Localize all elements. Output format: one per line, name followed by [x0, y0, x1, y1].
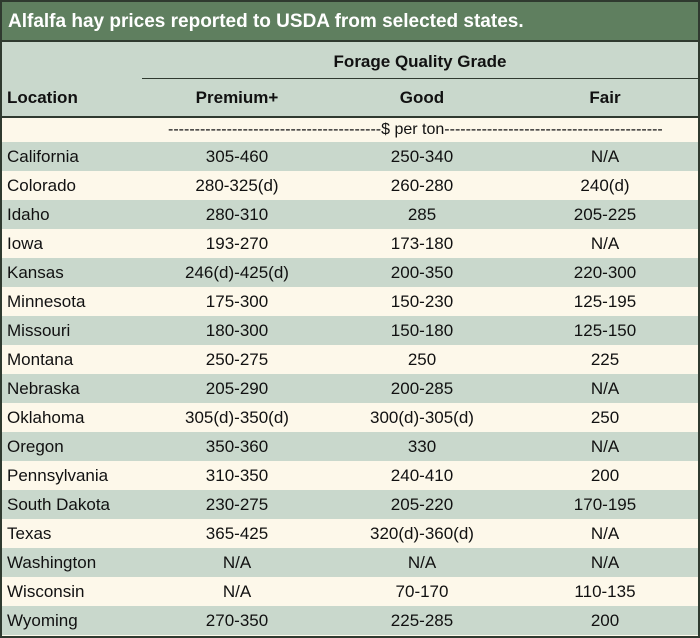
fair-cell: 225 — [590, 350, 620, 369]
good-cell: 250 — [407, 350, 437, 369]
fair-header: Fair — [589, 88, 621, 107]
fair-cell: 250 — [590, 408, 620, 427]
premium-cell: 205-290 — [205, 379, 269, 398]
unit-row: ----------------------------------------… — [2, 118, 698, 142]
fair-cell: 125-195 — [573, 292, 637, 311]
good-cell: 330 — [407, 437, 437, 456]
table-row: Oklahoma 305(d)-350(d) 300(d)-305(d) 250 — [2, 403, 698, 432]
fair-cell: N/A — [590, 234, 620, 253]
good-cell: 200-350 — [390, 263, 454, 282]
location-cell: Colorado — [7, 176, 76, 195]
location-cell: Wisconsin — [7, 582, 85, 601]
fair-cell: N/A — [590, 437, 620, 456]
table-row: Idaho 280-310 285 205-225 — [2, 200, 698, 229]
good-cell: 205-220 — [390, 495, 454, 514]
table-row: Nebraska 205-290 200-285 N/A — [2, 374, 698, 403]
table-row: Iowa 193-270 173-180 N/A — [2, 229, 698, 258]
good-cell: 225-285 — [390, 611, 454, 630]
good-cell: 240-410 — [390, 466, 454, 485]
premium-cell: 365-425 — [205, 524, 269, 543]
good-cell: 320(d)-360(d) — [370, 524, 474, 543]
table-row: Colorado 280-325(d) 260-280 240(d) — [2, 171, 698, 200]
table-row: Kansas 246(d)-425(d) 200-350 220-300 — [2, 258, 698, 287]
table-row: California 305-460 250-340 N/A — [2, 142, 698, 171]
location-cell: Idaho — [7, 205, 50, 224]
location-cell: Minnesota — [7, 292, 86, 311]
location-cell: South Dakota — [7, 495, 111, 514]
good-cell: 70-170 — [395, 582, 449, 601]
good-cell: 173-180 — [390, 234, 454, 253]
table-header: Forage Quality Grade Location Premium+ G… — [2, 42, 698, 118]
group-header: Forage Quality Grade — [333, 52, 507, 71]
table-row: Missouri 180-300 150-180 125-150 — [2, 316, 698, 345]
table-row: Montana 250-275 250 225 — [2, 345, 698, 374]
fair-cell: N/A — [590, 379, 620, 398]
fair-cell: 110-135 — [574, 582, 636, 601]
good-cell: 250-340 — [390, 147, 454, 166]
fair-cell: N/A — [590, 524, 620, 543]
premium-cell: 270-350 — [205, 611, 269, 630]
fair-cell: N/A — [590, 147, 620, 166]
premium-cell: 230-275 — [205, 495, 269, 514]
premium-cell: 246(d)-425(d) — [185, 263, 289, 282]
good-cell: 150-230 — [390, 292, 454, 311]
group-divider — [142, 78, 698, 79]
premium-cell: 250-275 — [205, 350, 269, 369]
good-cell: 260-280 — [390, 176, 454, 195]
premium-header: Premium+ — [195, 88, 279, 107]
fair-cell: 200 — [590, 466, 620, 485]
fair-cell: 200 — [590, 611, 620, 630]
premium-cell: N/A — [222, 582, 252, 601]
table-row: Wyoming 270-350 225-285 200 — [2, 606, 698, 635]
premium-cell: 280-325(d) — [195, 176, 279, 195]
location-cell: Missouri — [7, 321, 71, 340]
fair-cell: N/A — [590, 553, 620, 572]
table-row: Washington N/A N/A N/A — [2, 548, 698, 577]
fair-cell: 220-300 — [573, 263, 637, 282]
good-cell: 200-285 — [390, 379, 454, 398]
table-row: Wisconsin N/A 70-170 110-135 — [2, 577, 698, 606]
location-cell: Pennsylvania — [7, 466, 109, 485]
good-cell: 300(d)-305(d) — [370, 408, 474, 427]
premium-cell: 305(d)-350(d) — [185, 408, 289, 427]
premium-cell: N/A — [222, 553, 252, 572]
location-header: Location — [7, 88, 78, 107]
table-row: Oregon 350-360 330 N/A — [2, 432, 698, 461]
premium-cell: 350-360 — [205, 437, 269, 456]
good-cell: 150-180 — [390, 321, 454, 340]
premium-cell: 310-350 — [205, 466, 269, 485]
fair-cell: 205-225 — [573, 205, 637, 224]
fair-cell: 170-195 — [573, 495, 637, 514]
good-cell: 285 — [407, 205, 437, 224]
location-cell: Texas — [7, 524, 52, 543]
good-header: Good — [399, 88, 445, 107]
table-row: Texas 365-425 320(d)-360(d) N/A — [2, 519, 698, 548]
location-cell: Kansas — [7, 263, 64, 282]
location-cell: Nebraska — [7, 379, 80, 398]
location-cell: Montana — [7, 350, 74, 369]
table-row: Minnesota 175-300 150-230 125-195 — [2, 287, 698, 316]
location-cell: Washington — [7, 553, 97, 572]
premium-cell: 280-310 — [205, 205, 269, 224]
location-cell: Iowa — [7, 234, 43, 253]
premium-cell: 180-300 — [205, 321, 269, 340]
premium-cell: 305-460 — [205, 147, 269, 166]
location-cell: Wyoming — [7, 611, 78, 630]
table-row: South Dakota 230-275 205-220 170-195 — [2, 490, 698, 519]
location-cell: California — [7, 147, 79, 166]
table-row: Pennsylvania 310-350 240-410 200 — [2, 461, 698, 490]
fair-cell: 125-150 — [573, 321, 637, 340]
table-title: Alfalfa hay prices reported to USDA from… — [2, 2, 698, 42]
location-cell: Oklahoma — [7, 408, 85, 427]
good-cell: N/A — [407, 553, 437, 572]
fair-cell: 240(d) — [580, 176, 630, 195]
location-cell: Oregon — [7, 437, 64, 456]
premium-cell: 175-300 — [205, 292, 269, 311]
table-body: California 305-460 250-340 N/A Colorado 280-3… — [2, 142, 698, 635]
premium-cell: 193-270 — [205, 234, 269, 253]
